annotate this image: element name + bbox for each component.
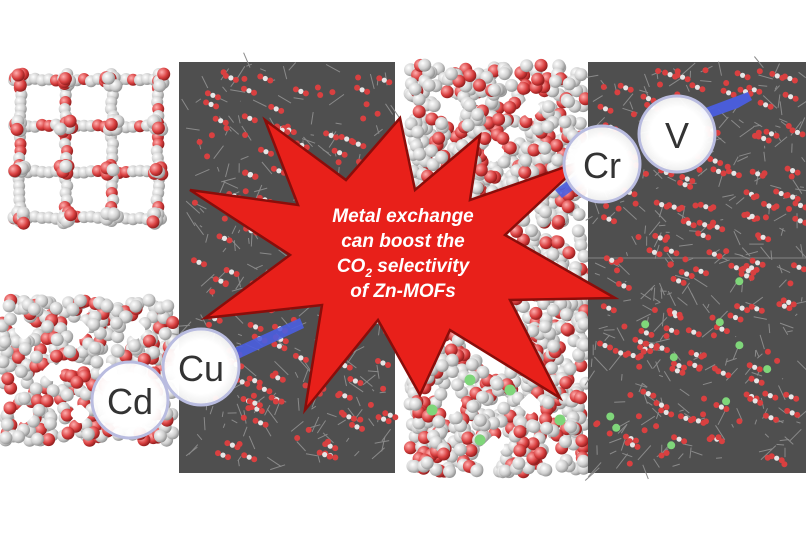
burst-line-3-pre: CO: [337, 256, 366, 277]
burst-caption: Metal exchange can boost the CO2 selecti…: [332, 206, 474, 302]
v-connector-arrow: [700, 92, 752, 120]
red-burst: [189, 115, 620, 415]
burst-line-1: Metal exchange: [332, 206, 474, 227]
v-badge: V: [637, 94, 717, 174]
top-left-mof-lattice: [7, 67, 171, 230]
cu-badge: Cu: [161, 327, 241, 407]
v-label: V: [665, 115, 689, 156]
cd-badge: Cd: [90, 360, 170, 440]
right-molecules: [579, 56, 806, 481]
cr-badge: Cr: [562, 124, 642, 204]
cr-label: Cr: [583, 145, 621, 186]
burst-line-4: of Zn-MOFs: [350, 281, 456, 302]
burst-line-3-sub: 2: [364, 266, 372, 280]
burst-line-2: can boost the: [341, 231, 465, 252]
cd-label: Cd: [107, 381, 153, 422]
cu-connector-arrow: [230, 318, 304, 360]
burst-line-3: CO2 selectivity: [337, 256, 471, 280]
cu-label: Cu: [178, 348, 224, 389]
burst-line-3-post: selectivity: [372, 256, 471, 277]
